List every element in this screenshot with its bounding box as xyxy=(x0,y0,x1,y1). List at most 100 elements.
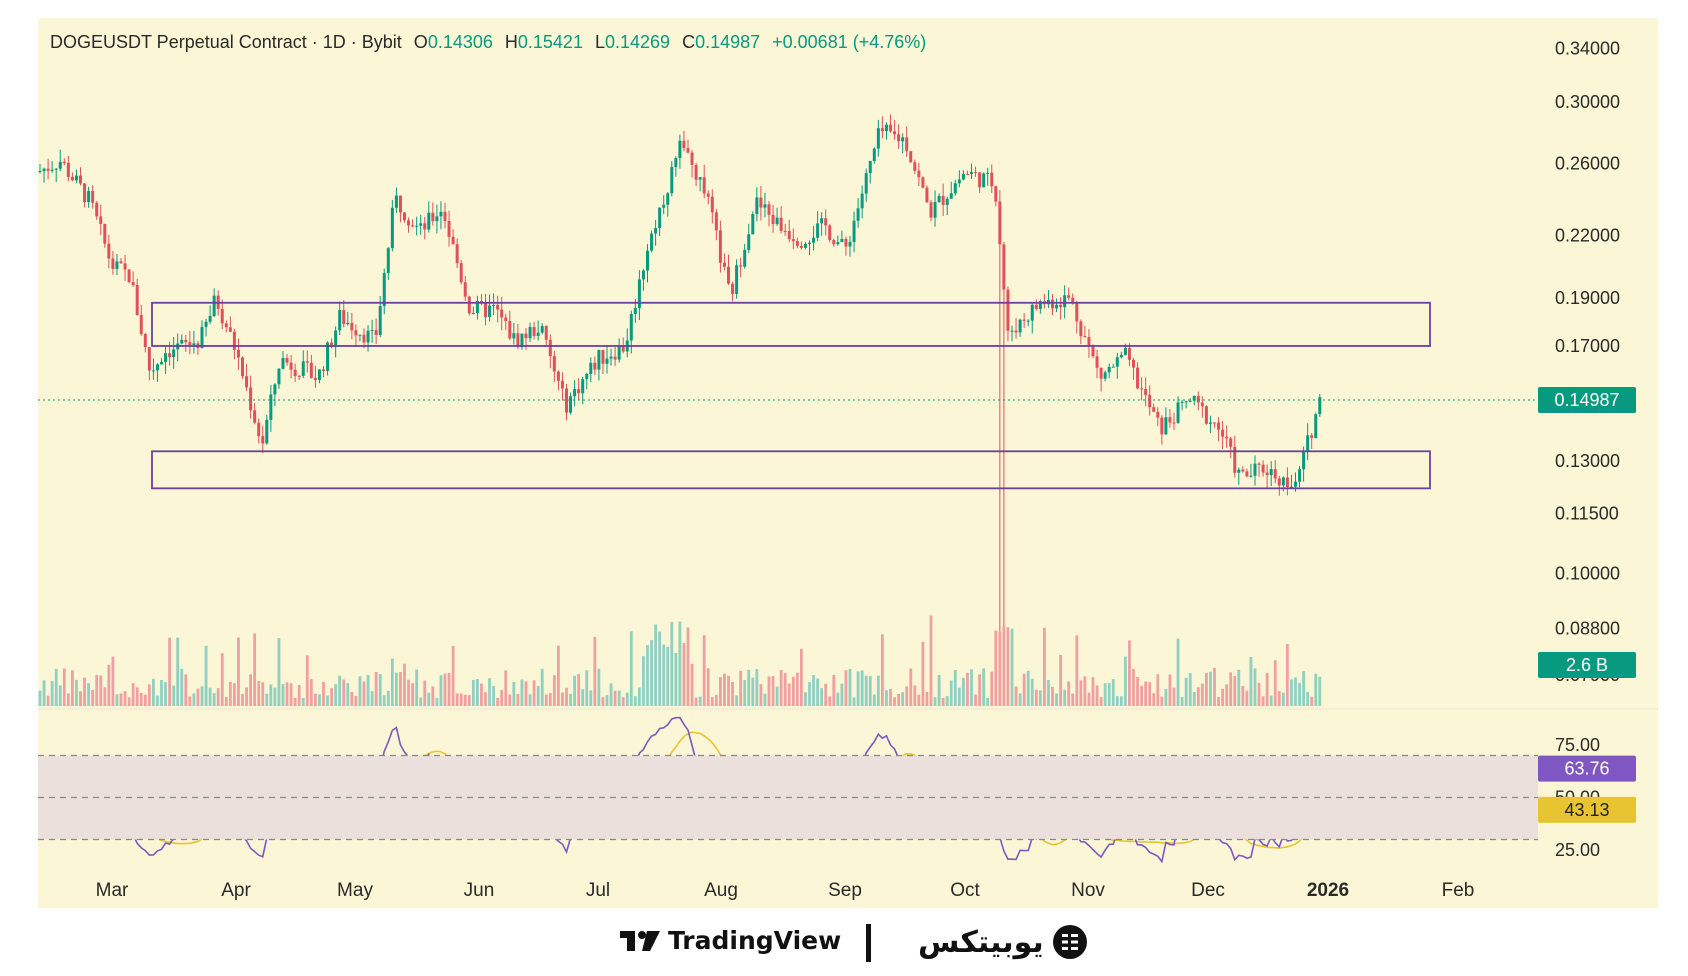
volume-bar xyxy=(50,681,54,706)
volume-bar xyxy=(480,683,483,706)
volume-bar xyxy=(168,637,171,706)
candle-body xyxy=(277,368,281,385)
volume-bar xyxy=(91,690,95,706)
footer-divider xyxy=(866,924,871,962)
volume-bar xyxy=(204,645,208,706)
candle-body xyxy=(864,173,868,194)
zones-layer xyxy=(38,301,1535,490)
candle-body xyxy=(135,284,139,315)
candle-body xyxy=(390,207,394,249)
volume-bar xyxy=(297,685,301,706)
volume-bar xyxy=(552,675,556,706)
candle-body xyxy=(670,167,674,194)
candle-body xyxy=(998,201,1002,245)
candle-body xyxy=(613,356,617,360)
volume-bar xyxy=(1225,684,1229,706)
volume-bar xyxy=(500,690,504,706)
volume-bar xyxy=(58,685,62,706)
candle-body xyxy=(686,148,690,153)
candle-body xyxy=(735,265,739,294)
candle-body xyxy=(569,396,573,413)
panel-separator xyxy=(38,708,1658,710)
volume-bar xyxy=(160,679,163,706)
volume-bar xyxy=(569,693,572,706)
volume-bar xyxy=(524,681,528,706)
price-tick-label: 0.13000 xyxy=(1555,451,1620,471)
candle-body xyxy=(1314,414,1318,439)
candle-body xyxy=(301,361,305,376)
volume-bar xyxy=(382,695,386,706)
volume-bar xyxy=(743,680,747,706)
candle-body xyxy=(585,373,589,380)
candle-body xyxy=(986,172,990,174)
volume-bar xyxy=(1298,682,1301,706)
candle-body xyxy=(354,330,358,336)
axes-layer: 0.34000 0.30000 0.26000 0.22000 0.19000 0.170… xyxy=(38,39,1658,901)
candle-body xyxy=(698,177,702,180)
candle-body xyxy=(953,183,957,194)
volume-bar xyxy=(38,690,42,706)
candle-body xyxy=(1241,469,1245,472)
candle-body xyxy=(824,218,828,226)
candle-body xyxy=(143,334,147,348)
volume-bar xyxy=(791,676,795,706)
volume-bar xyxy=(840,683,844,706)
time-tick-label: Apr xyxy=(221,880,251,901)
volume-badge-bg xyxy=(1538,652,1636,678)
candle-body xyxy=(913,162,917,171)
volume-layer xyxy=(38,615,1322,706)
volume-bar xyxy=(1071,693,1075,706)
candle-body xyxy=(1018,319,1022,333)
candle-body xyxy=(731,283,735,294)
candle-body xyxy=(107,243,111,259)
candle-body xyxy=(803,243,807,248)
volume-bar xyxy=(1014,686,1018,706)
volume-bar xyxy=(1188,673,1192,706)
volume-bar xyxy=(933,697,937,706)
volume-bar xyxy=(1277,691,1281,706)
candle-body xyxy=(403,212,406,221)
volume-bar xyxy=(42,680,46,706)
volume-bar xyxy=(1273,660,1277,706)
candle-body xyxy=(1208,422,1212,424)
volume-bar xyxy=(633,696,637,706)
candle-body xyxy=(362,334,366,343)
time-tick-label: Dec xyxy=(1191,880,1225,901)
candle-body xyxy=(884,124,888,132)
volume-bar xyxy=(1010,628,1014,706)
candle-body xyxy=(95,202,99,217)
volume-bar xyxy=(439,675,443,706)
volume-bar xyxy=(1095,685,1099,706)
volume-bar xyxy=(253,633,257,706)
volume-bar xyxy=(1253,668,1257,706)
volume-bar xyxy=(403,663,406,706)
volume-bar xyxy=(411,683,414,706)
volume-bar xyxy=(755,669,759,706)
volume-bar xyxy=(978,674,981,706)
candle-body xyxy=(1172,422,1176,424)
volume-bar xyxy=(172,685,176,706)
candle-body xyxy=(650,233,654,251)
volume-bar xyxy=(346,683,350,706)
volume-bar xyxy=(143,694,147,706)
candle-body xyxy=(860,193,864,209)
candle-body xyxy=(933,201,937,218)
candle-body xyxy=(1115,357,1119,367)
candle-body xyxy=(633,308,637,315)
volume-bar xyxy=(962,677,965,706)
volume-bar xyxy=(957,687,961,706)
candle-body xyxy=(160,362,163,365)
candle-body xyxy=(257,422,261,437)
candle-body xyxy=(548,339,552,357)
volume-bar xyxy=(1221,688,1224,706)
support-zone xyxy=(151,450,1431,490)
candle-body xyxy=(1022,319,1026,321)
volume-bar xyxy=(200,686,204,706)
volume-bar xyxy=(872,694,876,706)
volume-bar xyxy=(581,689,585,706)
candle-body xyxy=(313,377,317,381)
rsi-badge-text: 63.76 xyxy=(1564,759,1609,779)
candle-body xyxy=(1103,372,1107,379)
candle-body xyxy=(990,172,994,187)
